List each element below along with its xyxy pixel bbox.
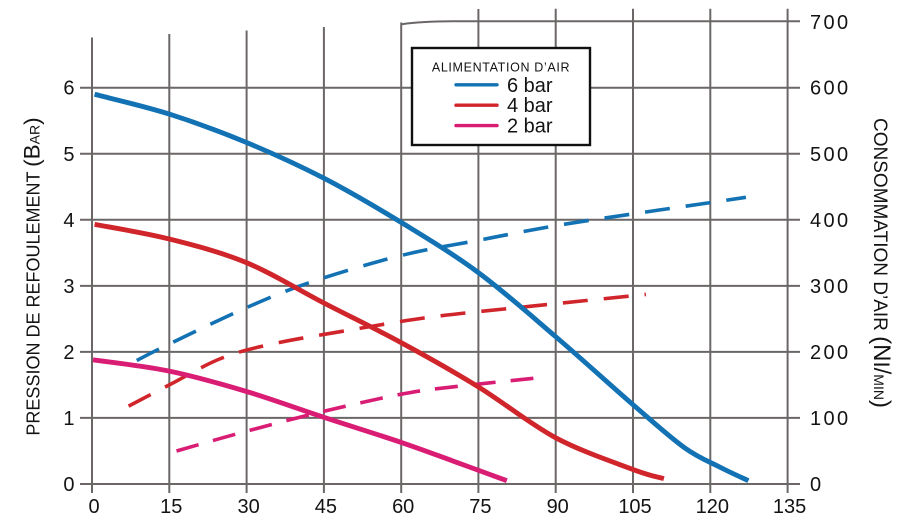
svg-text:5: 5 [63, 144, 74, 166]
svg-text:0: 0 [810, 474, 824, 496]
svg-text:300: 300 [810, 276, 851, 298]
svg-text:4: 4 [63, 210, 74, 232]
svg-text:15: 15 [160, 496, 182, 518]
svg-text:30: 30 [237, 496, 259, 518]
svg-text:100: 100 [810, 408, 851, 430]
svg-text:45: 45 [315, 496, 337, 518]
svg-text:0: 0 [63, 474, 74, 496]
svg-text:90: 90 [547, 496, 569, 518]
svg-text:2 bar: 2 bar [507, 116, 553, 138]
svg-text:3: 3 [63, 276, 74, 298]
svg-text:2: 2 [63, 342, 74, 364]
svg-text:0: 0 [88, 496, 99, 518]
svg-text:PRESSION DE REFOULEMENT (BAR): PRESSION DE REFOULEMENT (BAR) [19, 117, 44, 435]
svg-text:1: 1 [63, 408, 74, 430]
svg-text:700: 700 [810, 12, 851, 34]
svg-text:ALIMENTATION D’AIR: ALIMENTATION D’AIR [432, 61, 570, 75]
svg-text:6 bar: 6 bar [507, 75, 553, 97]
svg-text:200: 200 [810, 342, 851, 364]
svg-text:CONSOMMATION D’AIR (NI/MIN): CONSOMMATION D’AIR (NI/MIN) [868, 118, 895, 408]
svg-text:6: 6 [63, 78, 74, 100]
svg-text:600: 600 [810, 78, 851, 100]
svg-text:75: 75 [469, 496, 491, 518]
svg-text:135: 135 [773, 496, 806, 518]
svg-text:400: 400 [810, 210, 851, 232]
svg-text:500: 500 [810, 144, 851, 166]
svg-text:120: 120 [696, 496, 729, 518]
svg-text:4 bar: 4 bar [507, 95, 553, 117]
svg-text:105: 105 [618, 496, 651, 518]
svg-text:60: 60 [392, 496, 414, 518]
